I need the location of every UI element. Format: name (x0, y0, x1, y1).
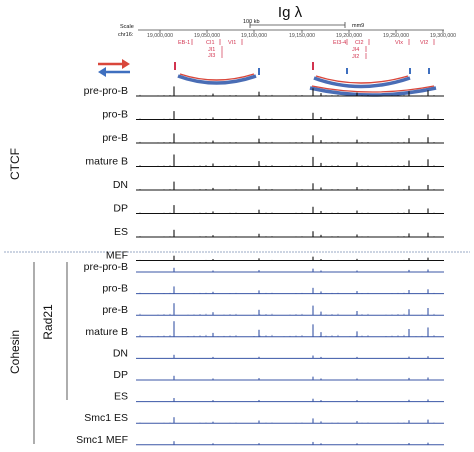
arrow-right-head (122, 59, 130, 69)
track-label: pre-B (102, 304, 128, 316)
track: DN (113, 347, 444, 359)
loop-arc-left-inner (179, 73, 255, 81)
track-label: pre-pro-B (84, 85, 128, 97)
track: MEF (106, 250, 444, 262)
gene-segment-label: JI1 (208, 47, 215, 53)
gene-segment-label: JI2 (352, 54, 359, 60)
loop-arc-right (313, 76, 411, 89)
track: pre-B (102, 303, 444, 316)
gene-segment-label: CI2 (355, 40, 364, 46)
loop-diagram (98, 59, 437, 97)
figure-title: Ig λ (278, 4, 303, 21)
loop-arc-right-outer (309, 86, 437, 97)
track-label: DP (113, 369, 128, 381)
coordinate-label: 19,250,000 (383, 33, 409, 39)
track-label: pro-B (102, 109, 128, 121)
scale-bar-text: 100 kb (243, 19, 260, 25)
ctcf-group-label: CTCF (8, 148, 22, 180)
gene-segment-label: EB-1 (178, 40, 190, 46)
track: mature B (85, 154, 444, 168)
ctcf-site-left (174, 62, 176, 70)
cohesin-tracks: pre-pro-B pro-B pre-B mature B DN DP ES Smc1 ES… (76, 261, 444, 446)
coordinate-label: 19,100,000 (241, 33, 267, 39)
gene-segment-label: VIx (395, 40, 403, 46)
track-label: pro-B (102, 283, 128, 295)
gene-segment-label: VI1 (228, 40, 236, 46)
coordinate-label: 19,150,000 (289, 33, 315, 39)
coordinate-label: 19,050,000 (194, 33, 220, 39)
track: pro-B (102, 109, 444, 121)
track: mature B (85, 321, 444, 338)
track: DP (113, 203, 444, 215)
track-label: pre-pro-B (84, 261, 128, 273)
cohesin-group-label: Cohesin (8, 330, 22, 374)
gene-segment-label: JI4 (352, 47, 359, 53)
track: pre-pro-B (84, 261, 444, 273)
track: DN (113, 179, 444, 191)
gene-segment-label: CI1 (206, 40, 215, 46)
track-label: DN (113, 347, 128, 359)
track-label: Smc1 ES (84, 412, 128, 424)
track-label: MEF (106, 250, 128, 262)
ctcf-site-d (428, 68, 430, 74)
track-label: mature B (85, 156, 128, 168)
coordinate-label: 19,300,000 (430, 33, 456, 39)
track: pre-pro-B (84, 85, 444, 97)
loop-arc-right-inner (315, 75, 409, 84)
gene-segment-label: EI3-4 (333, 40, 346, 46)
track: DP (113, 369, 444, 381)
track-label: ES (114, 391, 128, 403)
track: ES (114, 391, 444, 403)
gene-segment-label: JI3 (208, 53, 215, 59)
rad21-group-label: Rad21 (41, 304, 55, 340)
genome-browser-header: Scale chr16: 100 kb mm9 19,000,000 19,050… (118, 19, 456, 60)
track-label: DP (113, 203, 128, 215)
coordinate-label: 19,200,000 (336, 33, 362, 39)
ctcf-site-b (346, 68, 348, 74)
track-label: ES (114, 226, 128, 238)
track-label: mature B (85, 326, 128, 338)
loop-arc-left (177, 74, 257, 85)
gene-segment-label: VI2 (420, 40, 428, 46)
track: pre-B (102, 132, 444, 144)
track-label: DN (113, 179, 128, 191)
arrow-left-head (98, 67, 106, 77)
track-label: Smc1 MEF (76, 434, 128, 446)
track: Smc1 MEF (76, 434, 444, 446)
track-label: pre-B (102, 132, 128, 144)
ctcf-site-right (312, 62, 314, 70)
loop-arc-right-outer-inner (311, 85, 435, 93)
scale-label: Scale (120, 24, 134, 30)
ctcf-site-mid (258, 68, 260, 75)
chrom-label: chr16: (118, 32, 134, 38)
coordinate-label: 19,000,000 (147, 33, 173, 39)
track: ES (114, 226, 444, 238)
track: pro-B (102, 283, 444, 295)
ctcf-site-c (409, 68, 411, 74)
track: Smc1 ES (84, 412, 444, 424)
assembly-label: mm9 (352, 23, 364, 29)
ctcf-tracks: pre-pro-B pro-B pre-B mature B DN DP ES MEF (84, 85, 444, 262)
